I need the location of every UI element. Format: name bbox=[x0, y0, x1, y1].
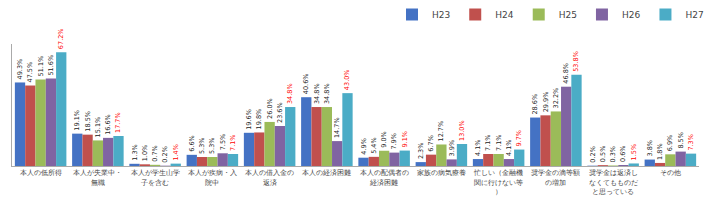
svg-text:9.0%: 9.0% bbox=[380, 131, 388, 148]
svg-text:6.6%: 6.6% bbox=[188, 135, 196, 152]
svg-text:14.7%: 14.7% bbox=[333, 117, 341, 138]
svg-text:34.8%: 34.8% bbox=[286, 83, 294, 104]
svg-text:4.1%: 4.1% bbox=[474, 140, 482, 157]
svg-text:5.4%: 5.4% bbox=[370, 137, 378, 154]
svg-text:4.9%: 4.9% bbox=[360, 138, 368, 155]
svg-text:H25: H25 bbox=[559, 10, 577, 20]
svg-text:4.1%: 4.1% bbox=[505, 140, 513, 157]
svg-text:12.7%: 12.7% bbox=[437, 121, 445, 142]
svg-text:本人の借入金の返済: 本人の借入金の返済 bbox=[245, 169, 294, 186]
svg-text:17.7%: 17.7% bbox=[114, 112, 122, 133]
svg-text:1.4%: 1.4% bbox=[172, 144, 180, 161]
svg-text:6.7%: 6.7% bbox=[427, 135, 435, 152]
svg-text:H24: H24 bbox=[495, 10, 513, 20]
svg-text:47.5%: 47.5% bbox=[26, 62, 34, 83]
svg-text:0.6%: 0.6% bbox=[619, 145, 627, 162]
svg-text:67.2%: 67.2% bbox=[57, 28, 65, 49]
svg-text:本人の低所得: 本人の低所得 bbox=[20, 169, 62, 177]
svg-text:43.0%: 43.0% bbox=[343, 69, 351, 90]
svg-text:0.7%: 0.7% bbox=[151, 145, 159, 162]
svg-text:7.1%: 7.1% bbox=[495, 134, 503, 151]
svg-text:19.1%: 19.1% bbox=[73, 110, 81, 131]
svg-text:51.1%: 51.1% bbox=[37, 56, 45, 77]
svg-text:0.2%: 0.2% bbox=[161, 146, 169, 163]
svg-text:8.5%: 8.5% bbox=[677, 132, 685, 149]
svg-text:7.5%: 7.5% bbox=[219, 134, 227, 151]
svg-text:32.2%: 32.2% bbox=[552, 88, 560, 109]
svg-text:3.8%: 3.8% bbox=[646, 140, 654, 157]
svg-text:0.2%: 0.2% bbox=[589, 146, 597, 163]
svg-text:7.1%: 7.1% bbox=[229, 134, 237, 151]
svg-text:6.9%: 6.9% bbox=[666, 135, 674, 152]
svg-text:0.3%: 0.3% bbox=[609, 146, 617, 163]
svg-text:H27: H27 bbox=[685, 10, 703, 20]
svg-text:34.8%: 34.8% bbox=[313, 83, 321, 104]
svg-text:2.3%: 2.3% bbox=[417, 143, 425, 160]
svg-text:18.5%: 18.5% bbox=[84, 111, 92, 132]
svg-text:7.1%: 7.1% bbox=[484, 134, 492, 151]
svg-text:3.9%: 3.9% bbox=[448, 140, 456, 157]
svg-text:H23: H23 bbox=[432, 10, 450, 20]
svg-text:1.8%: 1.8% bbox=[656, 143, 664, 160]
svg-text:1.3%: 1.3% bbox=[131, 144, 139, 161]
svg-text:19.8%: 19.8% bbox=[255, 109, 263, 130]
svg-text:5.3%: 5.3% bbox=[208, 138, 216, 155]
svg-text:16.6%: 16.6% bbox=[104, 114, 112, 135]
svg-text:H26: H26 bbox=[622, 10, 640, 20]
svg-text:本人が失業中・無職: 本人が失業中・無職 bbox=[73, 169, 122, 186]
svg-text:忙しい（金融機関に行けない等）: 忙しい（金融機関に行けない等） bbox=[473, 169, 523, 195]
svg-text:26.0%: 26.0% bbox=[266, 98, 274, 119]
svg-text:34.8%: 34.8% bbox=[323, 83, 331, 104]
svg-text:29.9%: 29.9% bbox=[542, 92, 550, 113]
svg-text:53.8%: 53.8% bbox=[572, 51, 580, 72]
svg-text:13.0%: 13.0% bbox=[458, 120, 466, 141]
svg-text:5.3%: 5.3% bbox=[198, 138, 206, 155]
svg-text:1.5%: 1.5% bbox=[630, 144, 638, 161]
svg-text:本人が疾病・入院中: 本人が疾病・入院中 bbox=[188, 169, 237, 186]
svg-text:9.7%: 9.7% bbox=[515, 130, 523, 147]
svg-text:本人の配偶者の経済困難: 本人の配偶者の経済困難 bbox=[360, 169, 409, 186]
svg-text:本人の経済困難: 本人の経済困難 bbox=[302, 169, 351, 177]
svg-text:51.6%: 51.6% bbox=[47, 55, 55, 76]
svg-text:本人が学生山学子を含む: 本人が学生山学子を含む bbox=[131, 169, 180, 186]
svg-text:23.6%: 23.6% bbox=[276, 102, 284, 123]
svg-text:28.6%: 28.6% bbox=[531, 94, 539, 115]
svg-text:46.8%: 46.8% bbox=[562, 63, 570, 84]
svg-text:その他: その他 bbox=[660, 169, 681, 177]
svg-text:家族の病気療養: 家族の病気療養 bbox=[417, 169, 466, 177]
svg-text:1.0%: 1.0% bbox=[141, 145, 149, 162]
svg-text:40.6%: 40.6% bbox=[302, 74, 310, 95]
svg-text:7.9%: 7.9% bbox=[390, 133, 398, 150]
svg-text:9.1%: 9.1% bbox=[401, 131, 409, 148]
svg-text:15.1%: 15.1% bbox=[94, 117, 102, 138]
svg-text:奨学金は返済しなくてもものだと思っている: 奨学金は返済しなくてもものだと思っている bbox=[589, 169, 638, 195]
svg-text:49.3%: 49.3% bbox=[16, 59, 24, 80]
svg-text:0.5%: 0.5% bbox=[599, 146, 607, 163]
svg-text:奨学金の滴等額の増加: 奨学金の滴等額の増加 bbox=[531, 169, 580, 186]
svg-text:19.6%: 19.6% bbox=[245, 109, 253, 130]
svg-text:7.3%: 7.3% bbox=[687, 134, 695, 151]
